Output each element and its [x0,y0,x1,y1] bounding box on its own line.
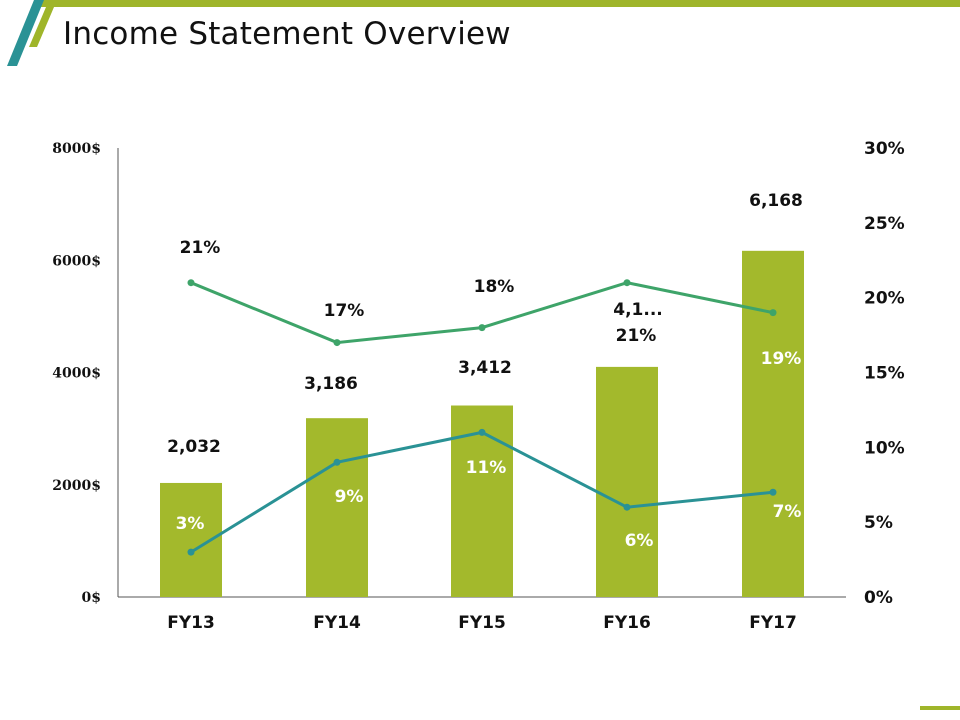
left-axis-ticks: 0$ 2000$ 4000$ 6000$ 8000$ [52,141,101,606]
right-axis-tick-label: 15% [864,364,905,384]
line-2-point [623,503,631,511]
left-axis-tick-label: 8000$ [52,141,101,157]
teal-diagonal-stripe [7,0,44,66]
line-1-value-label: 17% [324,301,365,321]
header-decoration [7,0,960,66]
bars [160,250,804,598]
line-1-value-label: 21% [616,326,657,346]
x-axis-tick-label: FY17 [749,613,797,633]
line-1-point [769,309,777,317]
right-axis-tick-label: 25% [864,214,905,234]
line-2-value-label: 6% [625,531,654,551]
right-axis-tick-label: 20% [864,289,905,309]
x-axis-tick-label: FY13 [167,613,215,633]
line-1-point [187,279,195,287]
x-axis-ticks: FY13 FY14 FY15 FY16 FY17 [167,613,797,633]
left-axis-tick-label: 0$ [82,590,101,606]
right-axis-tick-label: 10% [864,438,905,458]
top-accent-bar [35,0,960,7]
line-1-value-label: 19% [761,349,802,369]
line-2-point [478,428,486,436]
line-1-point [333,339,341,347]
bar-fy14 [306,418,368,597]
right-axis-tick-label: 30% [864,139,905,159]
x-axis-tick-label: FY14 [313,613,361,633]
bar-value-label: 2,032 [167,437,221,457]
right-axis-tick-label: 0% [864,588,893,608]
line-2-value-label: 11% [466,458,507,478]
x-axis-tick-label: FY15 [458,613,506,633]
bar-value-label: 6,168 [749,191,803,211]
x-axis-tick-label: FY16 [603,613,651,633]
left-axis-tick-label: 4000$ [52,366,101,382]
right-axis-ticks: 0% 5% 10% 15% 20% 25% 30% [864,139,905,608]
bar-value-label: 3,412 [458,358,512,378]
green-diagonal-stripe [29,0,57,47]
line-2-point [333,458,341,466]
line-1-value-label: 21% [180,238,221,258]
line-1-point [478,324,486,332]
line-2-point [187,548,195,556]
lines [187,279,777,556]
bar-value-label: 3,186 [304,374,358,394]
line-1-value-label: 18% [474,277,515,297]
line-2-point [769,488,777,496]
line-2-value-label: 9% [335,487,364,507]
footer-accent-bar [920,706,960,710]
line-1-point [623,279,631,287]
left-axis-tick-label: 6000$ [52,253,101,269]
bar-fy16 [596,366,658,597]
bar-value-label: 4,1... [613,300,663,320]
right-axis-tick-label: 5% [864,513,893,533]
page-title: Income Statement Overview [63,16,511,52]
line-2-value-label: 7% [773,502,802,522]
line-2-value-label: 3% [176,514,205,534]
data-labels: 2,032 3,186 3,412 4,1... 6,168 21% 17% 18% 21% 19… [167,191,803,551]
bar-fy17 [742,250,804,598]
left-axis-tick-label: 2000$ [52,478,101,494]
